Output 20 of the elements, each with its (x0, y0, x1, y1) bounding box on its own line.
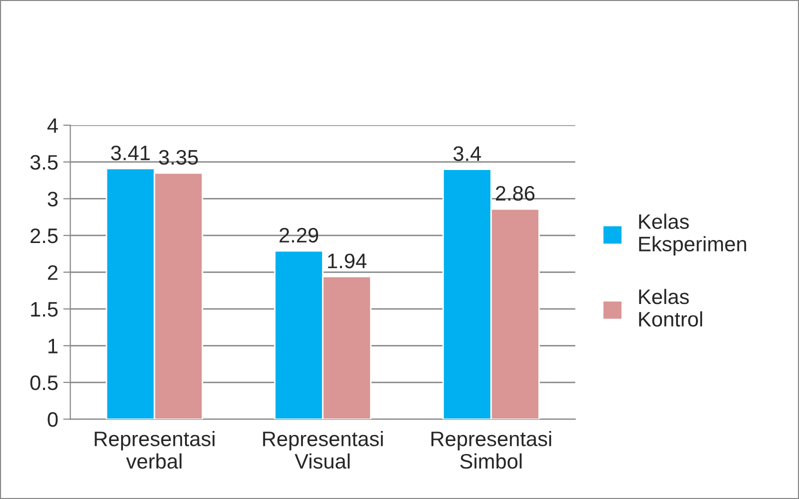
data-label: 2.86 (496, 186, 534, 201)
x-tick-label: Representasi Visual (263, 430, 383, 469)
data-label: 1.94 (328, 254, 366, 268)
data-label: 2.29 (280, 228, 318, 243)
data-label: 3.35 (158, 150, 198, 165)
x-tick-label: Representasi verbal (94, 430, 214, 469)
y-tick-label: 0 (48, 412, 58, 427)
y-tick-label: 2 (48, 265, 58, 280)
data-label: 3.41 (111, 146, 150, 160)
y-tick-label: 0.5 (30, 375, 58, 390)
legend-label: Kelas Eksperimen (639, 214, 746, 256)
y-tick-label: 1 (48, 338, 58, 354)
legend-label: Kelas Kontrol (639, 288, 702, 327)
y-tick-label: 2.5 (30, 228, 58, 244)
y-tick-label: 3.5 (30, 154, 58, 170)
data-label: 3.4 (453, 146, 482, 162)
y-tick-label: 3 (48, 192, 58, 206)
y-tick-label: 4 (47, 118, 58, 133)
x-tick-label: Representasi Simbol (431, 430, 552, 469)
y-tick-label: 1.5 (31, 302, 58, 317)
